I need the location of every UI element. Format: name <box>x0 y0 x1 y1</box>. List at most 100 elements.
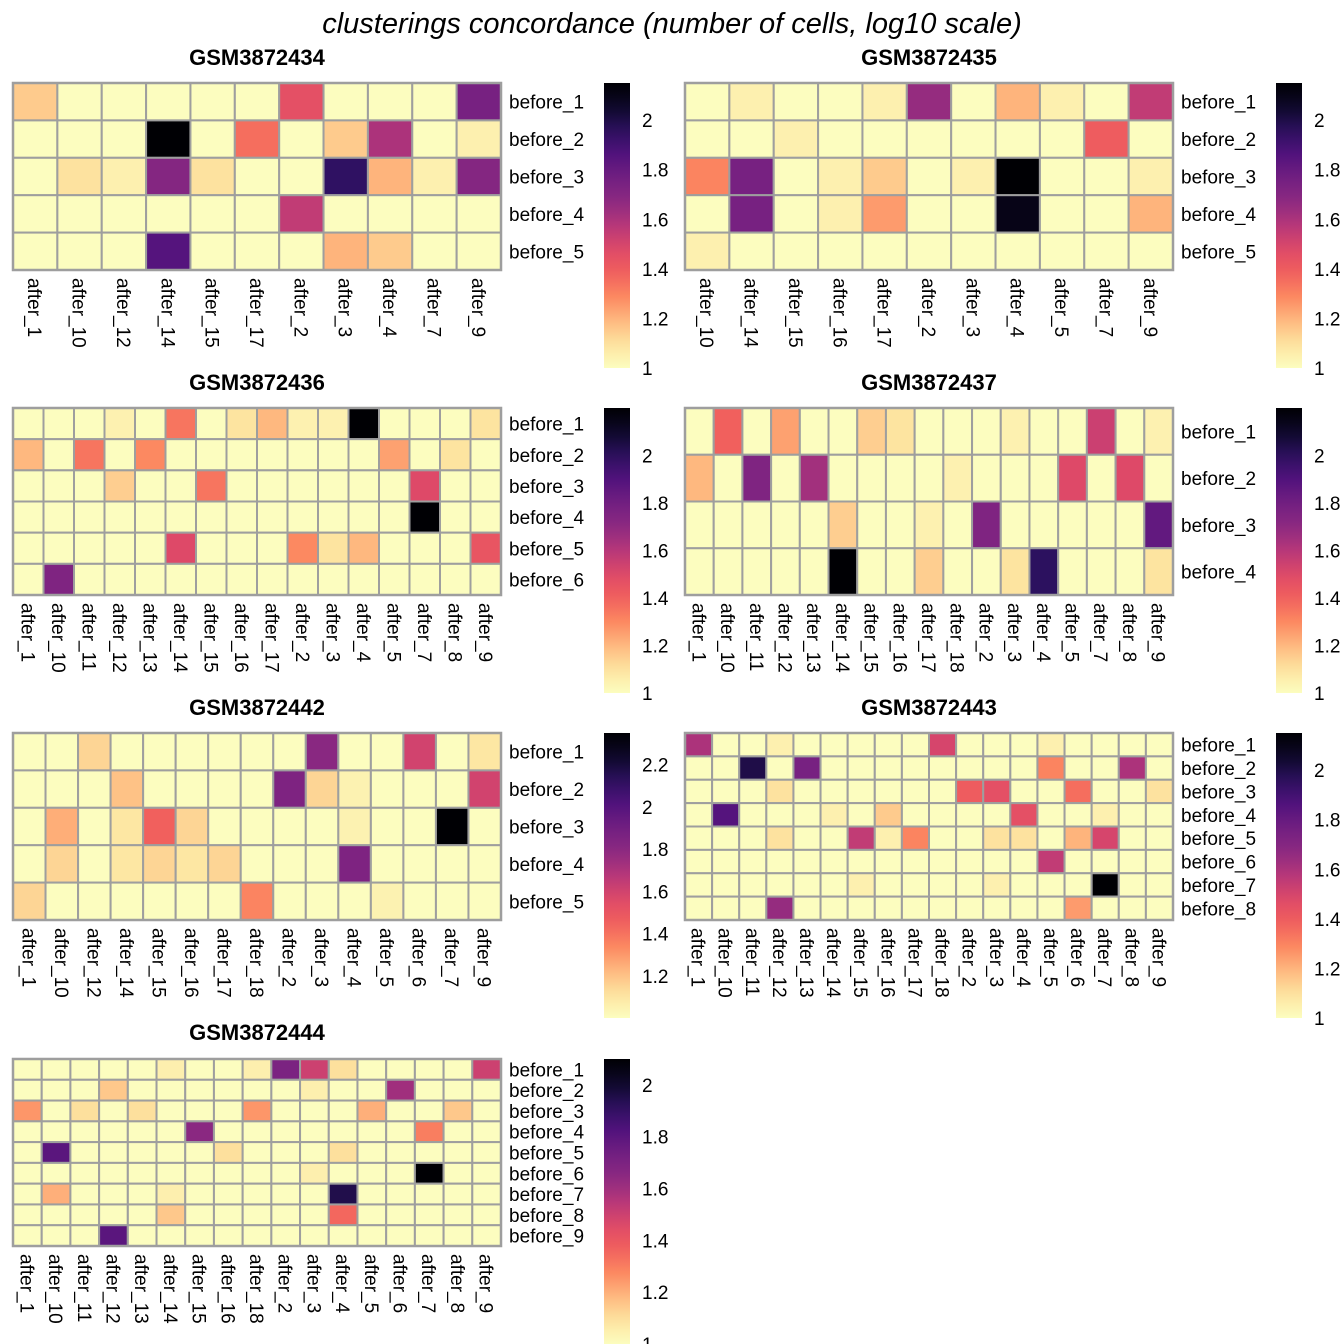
heatmap-cell <box>728 231 775 272</box>
heatmap-cell <box>873 732 903 758</box>
heatmap-cell <box>366 194 414 234</box>
heatmap-cell <box>402 732 437 772</box>
legend-tick-label: 1 <box>642 359 653 380</box>
heatmap-cell <box>770 407 801 456</box>
heatmap-cell <box>819 825 849 851</box>
column-label: after_15 <box>849 928 870 998</box>
color-legend-bar <box>604 733 630 1018</box>
heatmap-cell <box>467 844 503 884</box>
heatmap-cell <box>184 1141 215 1164</box>
column-label: after_5 <box>1039 928 1060 987</box>
heatmap-cell <box>1036 872 1066 898</box>
heatmap-cell <box>1114 453 1146 503</box>
heatmap-cell <box>164 562 197 596</box>
heatmap-cell <box>846 755 876 781</box>
heatmap-cell <box>69 1182 101 1206</box>
row-label: before_3 <box>1181 168 1256 189</box>
heatmap-cell <box>100 82 148 122</box>
heatmap-cell <box>126 1141 158 1164</box>
heatmap-cell <box>711 778 741 805</box>
heatmap-cell <box>100 156 148 197</box>
column-label: after_4 <box>1006 278 1027 338</box>
heatmap-cell <box>225 407 258 441</box>
heatmap-cell <box>905 194 953 234</box>
heatmap-cell <box>207 806 242 847</box>
legend-tick-label: 2.2 <box>642 756 668 777</box>
heatmap-cell <box>434 732 470 772</box>
legend-tick-label: 1.6 <box>1314 542 1340 563</box>
heatmap-cell <box>471 1141 503 1164</box>
heatmap-cell <box>286 531 319 565</box>
heatmap-cell <box>684 872 714 898</box>
heatmap-cell <box>184 1058 215 1081</box>
heatmap-cell <box>928 778 958 805</box>
heatmap-cell <box>347 469 380 503</box>
heatmap-cell <box>142 881 177 921</box>
heatmap-cell <box>846 732 876 758</box>
heatmap-cell <box>798 453 830 503</box>
legend-tick-label: 2 <box>1314 761 1325 782</box>
heatmap-cell <box>322 119 369 159</box>
row-label: before_4 <box>1181 205 1256 226</box>
heatmap-cell <box>913 500 945 550</box>
heatmap-cell <box>256 469 289 503</box>
heatmap-cell <box>239 844 275 884</box>
heatmap-cell <box>1144 732 1175 758</box>
column-label: after_4 <box>331 1254 352 1314</box>
heatmap-cell <box>145 156 192 197</box>
heatmap-cell <box>270 1182 302 1206</box>
row-label: before_4 <box>1181 563 1256 584</box>
heatmap-cell <box>212 1058 244 1081</box>
heatmap-cell <box>471 1099 503 1123</box>
heatmap-cell <box>792 825 822 851</box>
heatmap-cell <box>982 732 1012 758</box>
heatmap-cell <box>684 825 714 851</box>
heatmap-cell <box>207 732 242 772</box>
heatmap-cell <box>1036 825 1066 851</box>
row-label: before_2 <box>509 780 584 801</box>
heatmap-cell <box>184 1078 215 1102</box>
heatmap-cell <box>327 1120 359 1144</box>
heatmap-cell <box>272 881 307 921</box>
heatmap-cell <box>195 500 228 534</box>
heatmap-cell <box>1090 895 1120 921</box>
column-label: after_16 <box>216 1254 237 1324</box>
column-label: after_10 <box>50 928 71 998</box>
heatmap-cell <box>1144 872 1175 898</box>
heatmap-cell <box>241 1224 273 1247</box>
heatmap-cell <box>299 1058 330 1081</box>
heatmap-cell <box>471 1182 503 1206</box>
heatmap-cell <box>212 1099 244 1123</box>
heatmap-cell <box>12 194 59 234</box>
heatmap-cell <box>738 778 768 805</box>
heatmap-cell <box>69 1141 101 1164</box>
heatmap-cell <box>792 778 822 805</box>
heatmap-cell <box>884 547 916 596</box>
heatmap-cell <box>817 194 864 234</box>
heatmap-cell <box>142 732 177 772</box>
row-label: before_3 <box>1181 782 1256 803</box>
heatmap-cell <box>770 500 801 550</box>
heatmap-cell <box>195 562 228 596</box>
heatmap-cell <box>272 732 307 772</box>
heatmap-cell <box>145 82 192 122</box>
heatmap-cell <box>942 547 974 596</box>
column-label: after_2 <box>291 603 312 662</box>
heatmap-cell <box>286 500 319 534</box>
heatmap-cell <box>212 1141 244 1164</box>
heatmap-cell <box>955 732 985 758</box>
heatmap-cell <box>999 453 1031 503</box>
column-label: after_3 <box>302 1254 323 1313</box>
heatmap-cell <box>299 1099 330 1123</box>
heatmap-cell <box>819 872 849 898</box>
heatmap-cell <box>100 194 148 234</box>
heatmap-cell <box>1090 755 1120 781</box>
legend-tick-label: 1.2 <box>1314 959 1340 980</box>
heatmap-cell <box>356 1203 388 1227</box>
heatmap-cell <box>434 806 470 847</box>
heatmap-cell <box>1083 156 1130 197</box>
heatmap-cell <box>1009 848 1039 875</box>
heatmap-cell <box>469 531 502 565</box>
column-label: after_2 <box>289 278 310 337</box>
heatmap-cell <box>439 407 472 441</box>
